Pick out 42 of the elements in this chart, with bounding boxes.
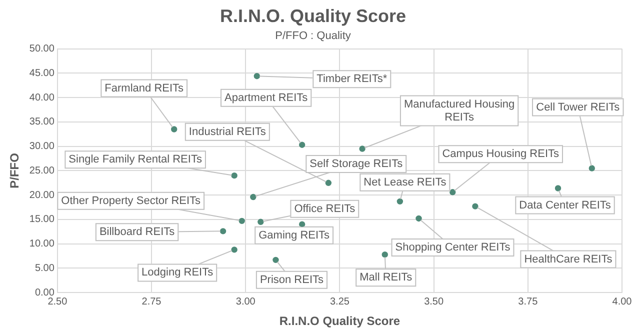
y-tick-label: 30.00 <box>29 141 55 152</box>
y-axis-title: P/FFO <box>8 153 22 188</box>
x-tick-label: 2.75 <box>142 296 162 308</box>
annotation: Lodging REITs <box>142 266 214 279</box>
y-tick-label: 35.00 <box>29 116 55 128</box>
x-tick-label: 3.50 <box>424 296 444 308</box>
annotation: HealthCare REITs <box>524 253 613 266</box>
annotation: Manufactured Housing REITs <box>404 98 515 124</box>
y-tick-label: 10.00 <box>29 238 55 250</box>
y-tick-label: 45.00 <box>29 68 55 79</box>
annotation: Gaming REITs <box>258 229 330 242</box>
annotation: Data Center REITs <box>519 199 612 212</box>
y-tick-label: 50.00 <box>29 44 55 55</box>
x-axis-title: R.I.N.O Quality Score <box>279 314 400 328</box>
annotation: Cell Tower REITs <box>536 101 620 114</box>
y-tick-label: 25.00 <box>29 165 55 176</box>
x-tick-label: 4.00 <box>612 296 632 308</box>
x-tick-label: 3.75 <box>518 296 538 308</box>
y-tick-label: 5.00 <box>34 262 55 274</box>
annotation: Shopping Center REITs <box>395 242 511 254</box>
annotation: Prison REITs <box>260 274 324 286</box>
annotation: Mall REITs <box>360 272 413 284</box>
annotation: Single Family Rental REITs <box>68 154 202 166</box>
x-tick-label: 3.00 <box>236 296 256 308</box>
y-tick-label: 0.00 <box>34 287 55 298</box>
x-tick-label: 3.25 <box>330 296 350 308</box>
y-tick-label: 20.00 <box>29 190 55 201</box>
annotation: Billboard REITs <box>99 226 176 238</box>
annotation: Farmland REITs <box>104 82 184 94</box>
annotation: Office REITs <box>294 202 356 215</box>
annotation: Self Storage REITs <box>310 158 404 170</box>
y-tick-label: 40.00 <box>29 92 55 104</box>
chart-title: R.I.N.O. Quality Score <box>220 6 406 26</box>
y-tick-label: 15.00 <box>29 214 55 226</box>
annotation: Other Property Sector REITs <box>61 194 202 207</box>
annotation: Net Lease REITs <box>364 176 447 188</box>
chart-subtitle: P/FFO : Quality <box>275 30 352 42</box>
annotation: Industrial REITs <box>188 126 266 138</box>
x-tick-label: 2.50 <box>48 296 68 308</box>
annotation: Timber REITs* <box>316 73 388 86</box>
annotation: Campus Housing REITs <box>442 148 560 160</box>
annotation: Apartment REITs <box>224 92 308 104</box>
